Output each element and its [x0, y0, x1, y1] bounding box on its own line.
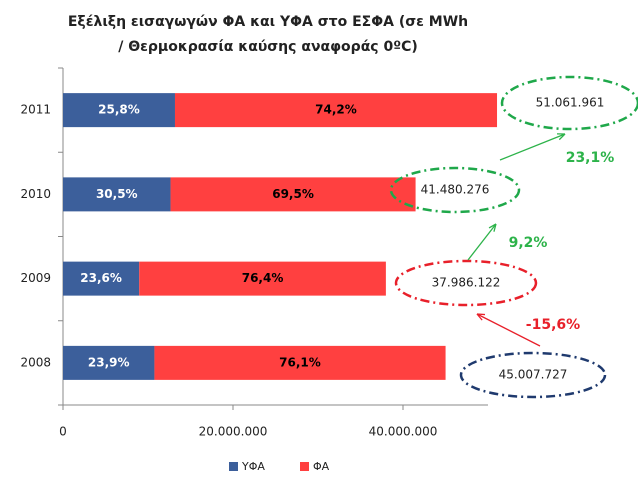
- x-tick-label: 0: [59, 425, 67, 439]
- data-label: 30,5%: [96, 187, 138, 201]
- data-label: 25,8%: [98, 103, 140, 117]
- data-label: 23,6%: [80, 271, 122, 285]
- growth-arrowhead: [476, 313, 486, 321]
- y-tick-label: 2010: [20, 187, 51, 201]
- growth-label: 23,1%: [566, 150, 615, 166]
- data-label: 76,1%: [279, 355, 321, 369]
- chart-title: Εξέλιξη εισαγωγών ΦΑ και ΥΦΑ στο ΕΣΦΑ (σ…: [68, 14, 468, 30]
- total-ellipse: [500, 75, 638, 131]
- y-tick-label: 2011: [20, 103, 51, 117]
- total-label: 37.986.122: [432, 276, 501, 290]
- y-tick-label: 2008: [20, 355, 51, 369]
- bar-segment: [154, 345, 446, 380]
- bar-segment: [63, 261, 140, 296]
- x-tick-label: 40.000.000: [369, 425, 438, 439]
- bar-segment: [63, 93, 175, 128]
- bar-segment: [63, 345, 155, 380]
- growth-arrowhead: [488, 223, 497, 232]
- bar-segment: [63, 177, 171, 212]
- y-tick-label: 2009: [20, 271, 51, 285]
- total-label: 51.061.961: [536, 96, 605, 110]
- total-label: 41.480.276: [421, 183, 490, 197]
- chart-subtitle: / Θερμοκρασία καύσης αναφοράς 0ºC): [118, 39, 418, 55]
- legend-swatch: [229, 462, 238, 471]
- x-tick-label: 20.000.000: [199, 425, 268, 439]
- data-label: 69,5%: [272, 187, 314, 201]
- bar-segment: [139, 261, 386, 296]
- legend-swatch: [300, 462, 309, 471]
- total-label: 45.007.727: [499, 368, 568, 382]
- total-ellipse: [389, 166, 521, 214]
- growth-arrowhead: [556, 133, 566, 141]
- growth-arrow: [499, 133, 566, 161]
- data-label: 74,2%: [315, 103, 357, 117]
- data-label: 23,9%: [88, 355, 130, 369]
- growth-label: -15,6%: [526, 317, 580, 333]
- legend-label: ΦΑ: [313, 460, 330, 473]
- bar-segment: [170, 177, 416, 212]
- total-ellipse: [459, 351, 607, 399]
- bar-segment: [174, 93, 498, 128]
- data-label: 76,4%: [242, 271, 284, 285]
- growth-label: 9,2%: [509, 235, 548, 251]
- legend-label: ΥΦΑ: [241, 460, 265, 473]
- growth-arrow: [476, 313, 541, 347]
- total-ellipse: [394, 259, 538, 307]
- growth-arrow: [467, 223, 497, 261]
